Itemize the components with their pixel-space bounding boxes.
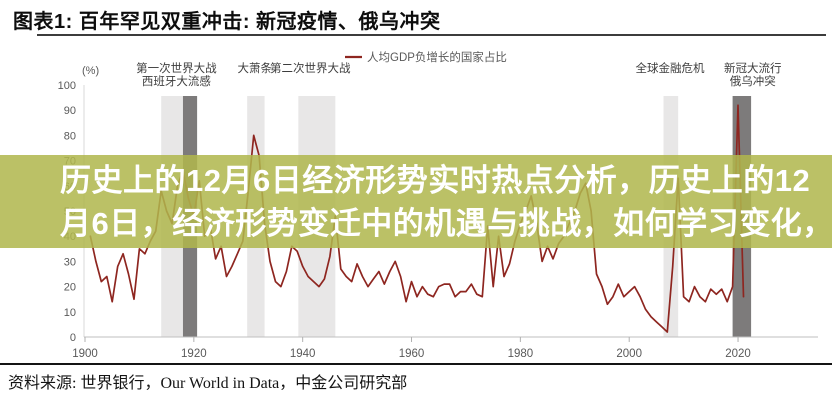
y-axis-tick-label: 10 — [64, 307, 76, 319]
overlay-headline-banner: 历史上的12月6日经济形势实时热点分析，历史上的12 月6日，经济形势变迁中的机… — [0, 155, 832, 248]
band-annotation-label: 全球金融危机 — [636, 61, 705, 75]
x-axis-tick-label: 1920 — [181, 348, 207, 360]
band-annotation-label: 西班牙大流感 — [142, 74, 211, 88]
y-axis-unit-label: (%) — [82, 65, 99, 77]
x-axis-tick-label: 1980 — [508, 348, 534, 360]
x-axis-tick-label: 1960 — [399, 348, 425, 360]
band-annotation-label: 大萧条 — [238, 61, 273, 75]
y-axis-tick-label: 0 — [70, 332, 76, 344]
overlay-headline-line-2: 月6日，经济形势变迁中的机遇与挑战，如何学习变化， — [60, 206, 832, 241]
band-annotation-label: 俄乌冲突 — [730, 74, 776, 88]
band-annotation-label: 第一次世界大战 — [136, 61, 217, 75]
x-axis-tick-label: 1900 — [72, 348, 98, 360]
y-axis-tick-label: 100 — [58, 80, 76, 92]
band-annotation-label: 第二次世界大战 — [270, 61, 351, 75]
y-axis-tick-label: 80 — [64, 130, 76, 142]
legend-label: 人均GDP负增长的国家占比 — [367, 50, 507, 64]
y-axis-tick-label: 30 — [64, 256, 76, 268]
overlay-headline-line-1: 历史上的12月6日经济形势实时热点分析，历史上的12 — [60, 163, 811, 198]
x-axis-tick-label: 2020 — [725, 348, 751, 360]
source-note: 资料来源: 世界银行，Our World in Data，中金公司研究部 — [8, 375, 408, 392]
title-divider — [37, 34, 826, 36]
band-annotation-label: 新冠大流行 — [724, 61, 782, 75]
footer-divider — [0, 363, 832, 365]
y-axis-tick-label: 20 — [64, 282, 76, 294]
x-axis-tick-label: 2000 — [616, 348, 642, 360]
chart-title: 图表1: 百年罕见双重冲击: 新冠疫情、俄乌冲突 — [13, 11, 441, 33]
x-axis-tick-label: 1940 — [290, 348, 316, 360]
y-axis-tick-label: 90 — [64, 105, 76, 117]
